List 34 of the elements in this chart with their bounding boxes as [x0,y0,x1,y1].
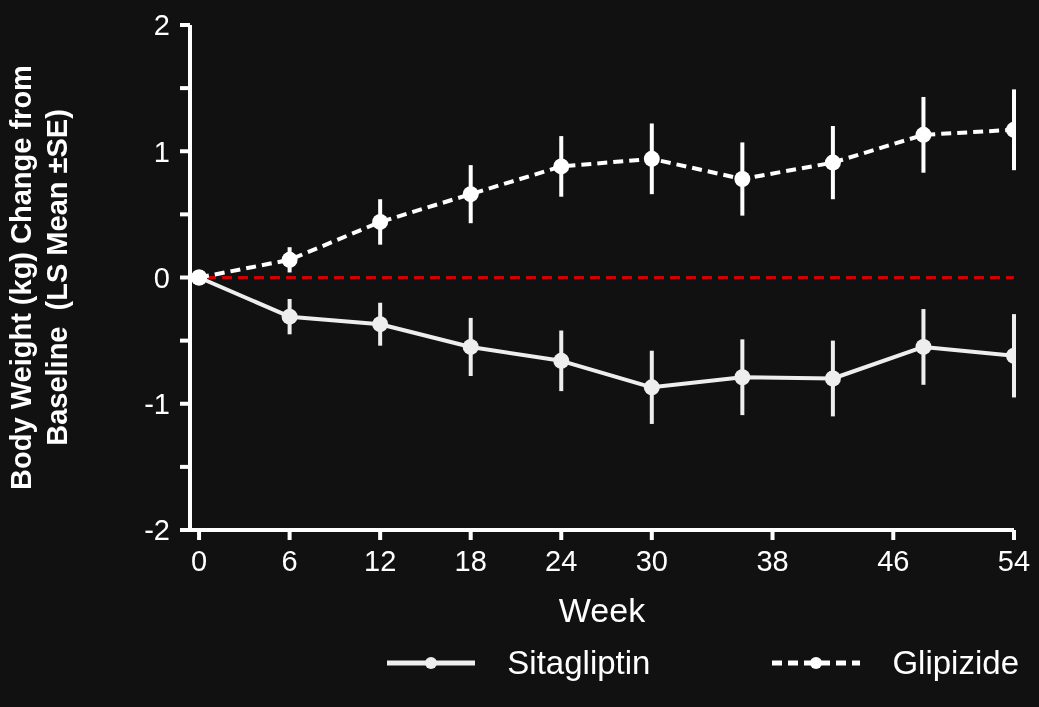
x-tick-label: 0 [190,544,208,577]
point [643,379,660,396]
point [553,352,570,369]
point [824,154,841,171]
point [734,171,751,188]
point [643,150,660,167]
point [372,213,389,230]
y-tick-label: 0 [153,261,170,294]
x-tick-label: 12 [364,544,397,577]
point [824,370,841,387]
x-axis-title: Week [558,591,647,629]
point [372,316,389,333]
point [915,338,932,355]
x-tick-label: 46 [877,544,910,577]
y-axis-title: Body Weight (kg) Change from Baseline (LS Mean ±SE) [5,65,73,490]
x-tick-label: 24 [545,544,578,577]
y-tick-label: -2 [144,514,170,547]
point [281,308,298,325]
point [281,251,298,268]
point [462,186,479,203]
point [553,158,570,175]
x-tick-label: 38 [756,544,789,577]
y-tick-label: -1 [144,388,170,421]
x-tick-label: 6 [281,544,298,577]
point [734,369,751,386]
x-tick-label: 30 [635,544,668,577]
legend-label: Sitagliptin [507,644,651,682]
legend-label: Glipizide [892,644,1019,682]
y-tick-label: 1 [153,135,170,168]
y-tick-label: 2 [153,9,170,42]
point [462,338,479,355]
x-tick-label: 18 [454,544,487,577]
x-tick-label: 54 [997,544,1031,577]
point [915,126,932,143]
